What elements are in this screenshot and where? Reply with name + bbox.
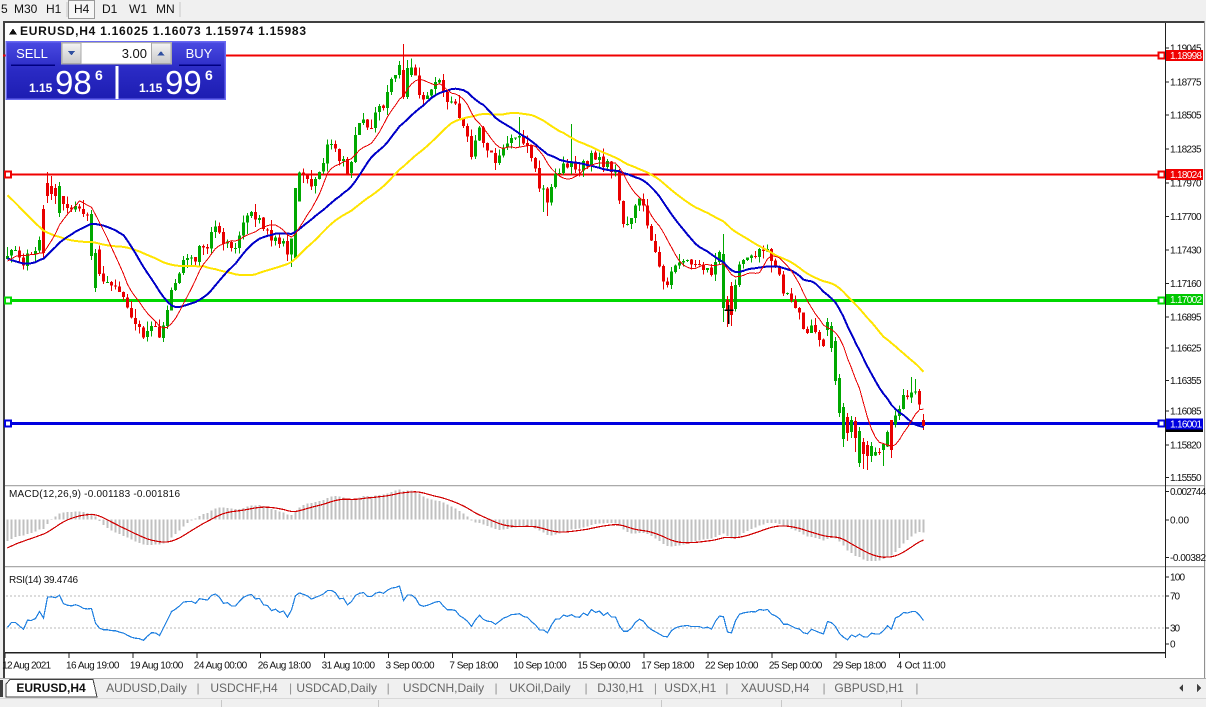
svg-text:1.15550: 1.15550 <box>1170 473 1202 484</box>
svg-text:6: 6 <box>205 67 213 83</box>
svg-text:H4: H4 <box>74 2 90 16</box>
svg-text:D1: D1 <box>102 2 118 16</box>
svg-text:|: | <box>822 681 825 695</box>
svg-text:1.17160: 1.17160 <box>1170 279 1202 290</box>
svg-text:UKOil,Daily: UKOil,Daily <box>509 681 570 695</box>
svg-text:25 Sep 00:00: 25 Sep 00:00 <box>769 661 823 672</box>
svg-text:|: | <box>585 681 588 695</box>
svg-text:1.18998: 1.18998 <box>1170 51 1202 62</box>
svg-text:|: | <box>495 681 498 695</box>
svg-text:1.16001: 1.16001 <box>1170 420 1202 431</box>
svg-text:M30: M30 <box>14 2 38 16</box>
svg-text:17 Sep 18:00: 17 Sep 18:00 <box>641 661 695 672</box>
svg-text:|: | <box>725 681 728 695</box>
svg-text:GBPUSD,H1: GBPUSD,H1 <box>834 681 904 695</box>
svg-text:H1: H1 <box>46 2 62 16</box>
svg-text:6: 6 <box>95 67 103 83</box>
svg-text:1.18024: 1.18024 <box>1170 170 1202 181</box>
svg-text:1.16895: 1.16895 <box>1170 313 1202 324</box>
svg-text:98: 98 <box>55 64 92 101</box>
svg-text:0.00: 0.00 <box>1170 516 1189 527</box>
svg-text:1.17700: 1.17700 <box>1170 212 1202 223</box>
svg-text:|: | <box>196 681 199 695</box>
svg-text:1.16355: 1.16355 <box>1170 376 1202 387</box>
svg-text:0.002744: 0.002744 <box>1170 487 1206 498</box>
svg-text:29 Sep 18:00: 29 Sep 18:00 <box>833 661 887 672</box>
svg-text:1.17002: 1.17002 <box>1170 295 1202 306</box>
svg-text:1.18235: 1.18235 <box>1170 145 1202 156</box>
svg-text:15 Sep 00:00: 15 Sep 00:00 <box>577 661 631 672</box>
svg-text:-0.00382: -0.00382 <box>1170 553 1206 564</box>
svg-text:22 Sep 10:00: 22 Sep 10:00 <box>705 661 759 672</box>
svg-text:1.18775: 1.18775 <box>1170 78 1202 89</box>
svg-text:7 Sep 18:00: 7 Sep 18:00 <box>449 661 498 672</box>
svg-text:1.17970: 1.17970 <box>1170 179 1202 190</box>
svg-text:70: 70 <box>1170 592 1180 603</box>
svg-text:30: 30 <box>1170 624 1180 635</box>
svg-text:1.15820: 1.15820 <box>1170 441 1202 452</box>
svg-text:1.15: 1.15 <box>29 81 53 95</box>
svg-text:1.18505: 1.18505 <box>1170 111 1202 122</box>
svg-text:1.16085: 1.16085 <box>1170 407 1202 418</box>
svg-text:MN: MN <box>156 2 175 16</box>
svg-text:AUDUSD,Daily: AUDUSD,Daily <box>106 681 187 695</box>
svg-text:SELL: SELL <box>16 46 48 61</box>
svg-text:DJ30,H1: DJ30,H1 <box>597 681 644 695</box>
svg-text:MACD(12,26,9) -0.001183 -0.001: MACD(12,26,9) -0.001183 -0.001816 <box>9 489 180 500</box>
svg-text:|: | <box>289 681 292 695</box>
svg-text:1.15: 1.15 <box>139 81 163 95</box>
svg-text:USDCNH,Daily: USDCNH,Daily <box>403 681 484 695</box>
svg-text:0: 0 <box>1170 640 1176 651</box>
svg-text:24 Aug 00:00: 24 Aug 00:00 <box>194 661 248 672</box>
svg-text:EURUSD,H4 1.16025 1.16073 1.1: EURUSD,H4 1.16025 1.16073 1.15974 1.1598… <box>20 24 306 38</box>
svg-text:99: 99 <box>165 64 202 101</box>
svg-text:12 Aug 2021: 12 Aug 2021 <box>2 661 51 672</box>
svg-text:3.00: 3.00 <box>122 46 147 61</box>
svg-text:3 Sep 00:00: 3 Sep 00:00 <box>386 661 435 672</box>
svg-text:5: 5 <box>1 2 8 16</box>
svg-text:26 Aug 18:00: 26 Aug 18:00 <box>258 661 312 672</box>
svg-text:4 Oct 11:00: 4 Oct 11:00 <box>897 661 946 672</box>
svg-text:|: | <box>654 681 657 695</box>
svg-text:W1: W1 <box>129 2 147 16</box>
svg-text:XAUUSD,H4: XAUUSD,H4 <box>741 681 810 695</box>
svg-text:31 Aug 10:00: 31 Aug 10:00 <box>322 661 376 672</box>
svg-text:EURUSD,H4: EURUSD,H4 <box>16 681 86 695</box>
svg-text:19 Aug 10:00: 19 Aug 10:00 <box>130 661 184 672</box>
svg-text:100: 100 <box>1170 573 1185 584</box>
svg-text:BUY: BUY <box>186 46 213 61</box>
svg-text:|: | <box>915 681 918 695</box>
svg-text:|: | <box>387 681 390 695</box>
svg-text:USDX,H1: USDX,H1 <box>664 681 716 695</box>
svg-text:1.19045: 1.19045 <box>1170 44 1202 55</box>
svg-text:1.16625: 1.16625 <box>1170 344 1202 355</box>
svg-text:USDCAD,Daily: USDCAD,Daily <box>296 681 377 695</box>
svg-text:USDCHF,H4: USDCHF,H4 <box>210 681 278 695</box>
svg-text:RSI(14) 39.4746: RSI(14) 39.4746 <box>9 575 78 586</box>
svg-text:16 Aug 19:00: 16 Aug 19:00 <box>66 661 120 672</box>
svg-text:10 Sep 10:00: 10 Sep 10:00 <box>513 661 567 672</box>
svg-text:1.17430: 1.17430 <box>1170 246 1202 257</box>
